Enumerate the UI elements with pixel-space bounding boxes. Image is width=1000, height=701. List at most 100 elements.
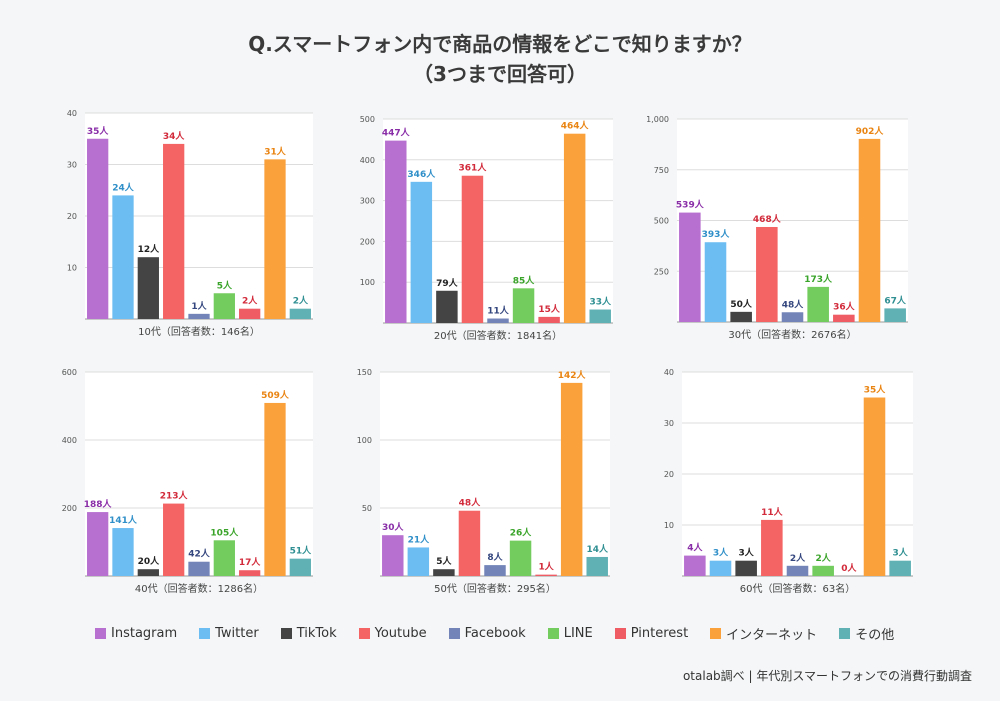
- legend-label: TikTok: [296, 626, 337, 641]
- data-label-Youtube: 11人: [761, 506, 784, 518]
- legend-item-Pinterest: Pinterest: [614, 624, 688, 643]
- legend-item-Youtube: Youtube: [358, 624, 427, 643]
- bar-インターネット: [264, 402, 286, 576]
- y-tick-label: 100: [357, 436, 372, 445]
- bar-Youtube: [163, 503, 185, 576]
- data-label-Pinterest: 0人: [841, 562, 857, 574]
- bar-インターネット: [264, 159, 286, 319]
- y-tick-label: 10: [67, 264, 77, 273]
- bar-Instagram: [382, 535, 404, 576]
- bar-LINE: [812, 565, 834, 576]
- bar-その他: [589, 309, 611, 323]
- data-label-Instagram: 30人: [382, 521, 405, 533]
- bar-Twitter: [410, 181, 433, 323]
- data-label-その他: 2人: [293, 295, 309, 307]
- legend-label: LINE: [563, 626, 593, 641]
- data-label-Facebook: 8人: [487, 551, 503, 563]
- bar-インターネット: [560, 382, 583, 576]
- chart-panel-3: 250 500 750 1,000 539人 393人 50人 468人 48人 173人 36人 9…: [646, 115, 908, 341]
- data-label-Youtube: 361人: [459, 162, 488, 174]
- legend: Instagram Twitter TikTok Youtube Facebook LIN…: [95, 624, 916, 643]
- legend-item-Facebook: Facebook: [448, 624, 526, 643]
- data-label-Facebook: 2人: [790, 552, 806, 564]
- y-tick-label: 30: [664, 419, 674, 428]
- data-label-その他: 14人: [586, 543, 609, 555]
- data-label-Youtube: 34人: [163, 130, 186, 142]
- y-tick-label: 500: [360, 115, 375, 124]
- data-label-インターネット: 31人: [264, 145, 287, 157]
- legend-swatch: [839, 628, 851, 639]
- bar-Pinterest: [833, 314, 855, 322]
- data-label-Youtube: 213人: [160, 490, 189, 502]
- chart-caption: 60代（回答者数：63名）: [740, 582, 855, 595]
- legend-item-その他: その他: [839, 624, 894, 643]
- y-tick-label: 1,000: [646, 115, 669, 124]
- data-label-インターネット: 142人: [558, 369, 587, 381]
- y-tick-label: 10: [664, 521, 674, 530]
- data-label-その他: 51人: [290, 545, 313, 557]
- bar-その他: [586, 556, 608, 576]
- data-label-Facebook: 48人: [782, 298, 805, 310]
- data-label-Instagram: 35人: [87, 125, 110, 137]
- data-label-その他: 3人: [893, 547, 909, 559]
- data-label-LINE: 105人: [210, 526, 239, 538]
- data-label-TikTok: 20人: [138, 555, 161, 567]
- legend-swatch: [448, 628, 460, 639]
- y-tick-label: 30: [67, 161, 77, 170]
- data-label-Facebook: 1人: [191, 300, 207, 312]
- bar-その他: [289, 308, 311, 319]
- chart-panel-4: 200 400 600 188人 141人 20人 213人 42人 105人 17人 509人 51…: [62, 368, 313, 595]
- bar-Youtube: [761, 519, 783, 576]
- bar-Instagram: [385, 140, 407, 323]
- data-label-Twitter: 141人: [109, 514, 138, 526]
- y-tick-label: 20: [664, 470, 674, 479]
- data-label-LINE: 5人: [217, 279, 233, 291]
- data-label-Instagram: 447人: [382, 127, 411, 139]
- data-label-Pinterest: 1人: [538, 561, 554, 573]
- bar-LINE: [213, 540, 235, 576]
- bar-Facebook: [786, 565, 809, 576]
- bar-TikTok: [735, 560, 757, 576]
- y-tick-label: 300: [360, 197, 375, 206]
- bar-その他: [889, 560, 911, 576]
- y-tick-label: 400: [360, 156, 375, 165]
- bar-Instagram: [87, 138, 109, 319]
- chart-panel-2: 100 200 300 400 500 447人 346人 79人 361人 11人 85人 15人 4…: [360, 115, 613, 342]
- legend-label: Facebook: [464, 626, 526, 641]
- bar-Youtube: [163, 143, 185, 319]
- chart-title-line1: Q.スマートフォン内で商品の情報をどこで知りますか？: [248, 32, 752, 56]
- data-label-Facebook: 11人: [487, 305, 510, 317]
- data-label-Twitter: 21人: [408, 533, 431, 545]
- y-tick-label: 750: [654, 166, 669, 175]
- chart-panel-1: 10 20 30 40 35人 24人 12人 34人 1人 5人 2人 31人 2人 10代（回答者数：…: [67, 109, 313, 338]
- bar-LINE: [807, 286, 829, 322]
- data-label-TikTok: 50人: [730, 298, 753, 310]
- bar-Instagram: [87, 512, 109, 576]
- legend-item-Twitter: Twitter: [199, 624, 259, 643]
- legend-swatch: [199, 628, 211, 639]
- data-label-インターネット: 509人: [261, 389, 290, 401]
- bar-LINE: [509, 540, 532, 576]
- y-tick-label: 200: [360, 237, 375, 246]
- data-label-Instagram: 188人: [84, 498, 113, 510]
- bar-その他: [289, 558, 311, 576]
- bar-Pinterest: [538, 316, 560, 323]
- chart-caption: 20代（回答者数：1841名）: [434, 329, 562, 342]
- data-label-その他: 33人: [589, 296, 612, 308]
- y-tick-label: 100: [360, 278, 375, 287]
- chart-caption: 30代（回答者数：2676名）: [728, 328, 856, 341]
- y-tick-label: 200: [62, 504, 77, 513]
- data-label-Instagram: 4人: [687, 542, 703, 554]
- bar-TikTok: [436, 290, 458, 323]
- legend-label: Twitter: [215, 626, 259, 641]
- data-label-LINE: 26人: [510, 527, 533, 539]
- legend-item-TikTok: TikTok: [280, 624, 337, 643]
- data-label-Youtube: 48人: [459, 497, 482, 509]
- bar-その他: [884, 308, 906, 322]
- y-tick-label: 250: [654, 267, 669, 276]
- data-label-Pinterest: 15人: [538, 303, 561, 315]
- source-note: otalab調べ | 年代別スマートフォンでの消費行動調査: [682, 669, 972, 683]
- legend-label: Instagram: [111, 626, 178, 641]
- bar-Youtube: [756, 226, 778, 322]
- data-label-LINE: 2人: [816, 552, 832, 564]
